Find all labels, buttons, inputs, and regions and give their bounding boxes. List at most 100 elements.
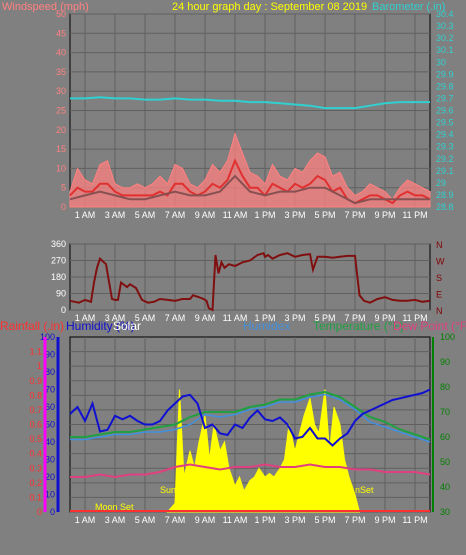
wind-y-tick-label: 30	[56, 86, 66, 96]
temperature-y-tick-label: 40	[440, 482, 450, 492]
x-tick-label: 9 PM	[374, 313, 395, 323]
wind-y-tick-label: 10	[56, 163, 66, 173]
rainfall-y-tick-label: 0.9	[29, 376, 42, 386]
direction-y-tick-label: 0	[61, 305, 66, 315]
compass-label: N	[436, 306, 443, 316]
humidity-y-tick-label: 10	[45, 490, 55, 500]
direction-y-ticks: 0 90 180 270 360	[51, 239, 66, 315]
barometer-y-tick-label: 29.1	[436, 166, 454, 176]
x-tick-label: 5 PM	[314, 515, 335, 525]
barometer-y-tick-label: 29	[436, 178, 446, 188]
temperature-y-tick-label: 100	[440, 332, 455, 342]
barometer-y-tick-label: 29.7	[436, 93, 454, 103]
barometer-y-ticks: 28.8 28.9 29 29.1 29.2 29.3 29.4 29.5 29.6 29.7 29…	[436, 9, 454, 212]
solar-area	[166, 389, 361, 513]
x-tick-label: 11 AM	[223, 313, 248, 323]
barometer-y-tick-label: 30.4	[436, 9, 454, 19]
moonset-annotation: Moon Set	[95, 502, 134, 512]
rainfall-y-tick-label: 0.2	[29, 478, 42, 488]
wind-y-tick-label: 50	[56, 9, 66, 19]
legend-humidex: Humidex	[243, 319, 290, 333]
temperature-y-tick-label: 50	[440, 457, 450, 467]
barometer-y-tick-label: 30.3	[436, 21, 454, 31]
barometer-y-tick-label: 29.2	[436, 154, 454, 164]
wind-y-tick-label: 40	[56, 48, 66, 58]
humidity-y-tick-label: 50	[45, 420, 55, 430]
x-tick-label: 7 AM	[165, 313, 186, 323]
rainfall-y-tick-label: 0.1	[29, 492, 42, 502]
humidity-y-tick-label: 100	[40, 332, 55, 342]
moonrise-annotation: Moon Rise	[307, 502, 350, 512]
temperature-y-tick-label: 60	[440, 432, 450, 442]
barometer-y-tick-label: 30.2	[436, 33, 454, 43]
x-tick-label: 5 AM	[135, 210, 156, 220]
x-tick-label: 3 AM	[105, 515, 126, 525]
temperature-y-tick-label: 70	[440, 407, 450, 417]
x-tick-label: 5 AM	[135, 515, 156, 525]
x-tick-label: 9 AM	[195, 210, 216, 220]
x-tick-label: 1 AM	[75, 515, 96, 525]
direction-y-tick-label: 360	[51, 239, 66, 249]
barometer-line	[70, 96, 430, 110]
x-tick-label: 7 AM	[165, 210, 186, 220]
x-tick-label: 1 PM	[254, 210, 275, 220]
temperature-y-tick-label: 90	[440, 357, 450, 367]
wind-y-tick-label: 20	[56, 125, 66, 135]
x-tick-label: 11 PM	[402, 210, 427, 220]
x-tick-label: 5 PM	[314, 210, 335, 220]
wind-x-ticks: 1 AM 3 AM 5 AM 7 AM 9 AM 11 AM 1 PM 3 PM 5 PM 7 P…	[75, 210, 428, 220]
humidity-y-tick-label: 60	[45, 402, 55, 412]
wind-y-ticks: 0 5 10 15 20 25 30 35 40 45 50	[56, 9, 66, 212]
wind-average-line	[69, 174, 430, 205]
humidity-y-tick-label: 70	[45, 385, 55, 395]
chart-title: 24 hour graph day : September 08 2019	[172, 1, 367, 13]
x-tick-label: 9 PM	[374, 515, 395, 525]
x-tick-label: 3 AM	[105, 313, 126, 323]
x-tick-label: 5 AM	[135, 313, 156, 323]
barometer-y-tick-label: 30	[436, 57, 446, 67]
sunset-annotation: nSet	[355, 485, 374, 495]
x-tick-label: 11 AM	[223, 210, 248, 220]
humidity-y-tick-label: 90	[45, 350, 55, 360]
x-tick-label: 11 PM	[402, 515, 427, 525]
barometer-y-tick-label: 28.9	[436, 190, 454, 200]
legend-rainfall: Rainfall (.in)	[0, 319, 64, 333]
barometer-y-tick-label: 29.3	[436, 142, 454, 152]
temp-x-ticks: 1 AM 3 AM 5 AM 7 AM 9 AM 11 AM 1 PM 3 PM 5 PM 7 P…	[75, 515, 428, 525]
direction-y-tick-label: 180	[51, 272, 66, 282]
wind-direction-line	[69, 251, 431, 312]
humidity-y-tick-label: 30	[45, 455, 55, 465]
humidity-y-tick-label: 40	[45, 437, 55, 447]
x-tick-label: 9 AM	[195, 515, 216, 525]
humidity-y-tick-label: 0	[50, 507, 55, 517]
direction-x-ticks: 1 AM 3 AM 5 AM 7 AM 9 AM 11 AM 1 PM 3 PM 5 PM 7 P…	[75, 313, 428, 323]
rainfall-y-tick-label: 0.8	[29, 390, 42, 400]
humidity-y-tick-label: 80	[45, 367, 55, 377]
x-tick-label: 3 AM	[105, 210, 126, 220]
x-tick-label: 9 PM	[374, 210, 395, 220]
temperature-humidity-panel: 00.10.20.30.40.50.60.70.80.911.1 0102030…	[0, 319, 466, 525]
wind-y-tick-label: 15	[56, 144, 66, 154]
compass-label: N	[436, 240, 443, 250]
compass-label: S	[436, 273, 442, 283]
barometer-y-tick-label: 29.5	[436, 118, 454, 128]
x-tick-label: 7 PM	[344, 313, 365, 323]
x-tick-label: 3 PM	[284, 313, 305, 323]
wind-speed-line	[69, 158, 431, 205]
x-tick-label: 7 AM	[165, 515, 186, 525]
legend-temperature: Temperature (°F)	[313, 319, 404, 333]
x-tick-label: 7 PM	[344, 515, 365, 525]
rainfall-y-tick-label: 0.3	[29, 463, 42, 473]
humidity-line	[69, 388, 431, 447]
barometer-y-tick-label: 29.4	[436, 130, 454, 140]
x-tick-label: 1 PM	[254, 515, 275, 525]
legend-humidity: Humidity (%)	[66, 319, 135, 333]
temp-series	[69, 388, 431, 513]
x-tick-label: 1 AM	[75, 210, 96, 220]
rainfall-y-tick-label: 0.4	[29, 449, 42, 459]
rainfall-y-tick-label: 1	[37, 361, 42, 371]
x-tick-label: 1 AM	[75, 313, 96, 323]
